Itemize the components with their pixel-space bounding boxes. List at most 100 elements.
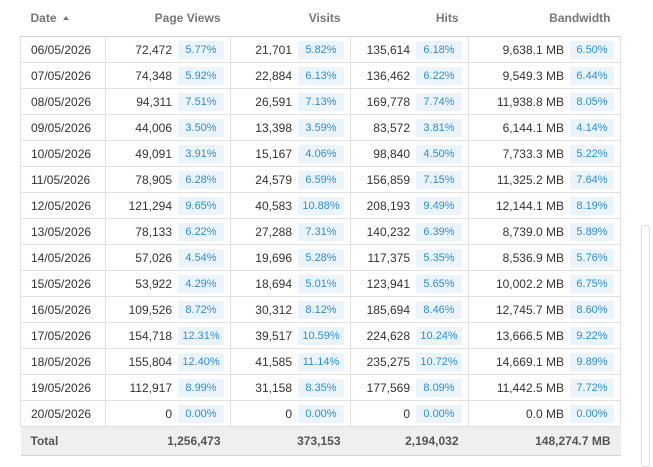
total-visits: 373,153 bbox=[230, 426, 351, 456]
bandwidth-cell: 6,144.1 MB 4.14% bbox=[468, 114, 621, 141]
page-views-value: 74,348 bbox=[135, 68, 172, 83]
column-header-visits[interactable]: Visits bbox=[230, 0, 351, 37]
visits-cell: 26,591 7.13% bbox=[230, 88, 351, 115]
hits-value: 117,375 bbox=[367, 250, 411, 265]
bandwidth-percent-badge: 6.44% bbox=[570, 66, 614, 85]
total-label: Total bbox=[20, 426, 106, 456]
visits-value: 15,167 bbox=[255, 146, 292, 161]
bandwidth-value: 6,144.1 MB bbox=[502, 120, 564, 135]
hits-cell-content: 140,232 6.39% bbox=[351, 222, 468, 241]
total-hits: 2,194,032 bbox=[350, 426, 469, 456]
bandwidth-percent-badge: 8.19% bbox=[570, 196, 614, 215]
hits-value: 235,275 bbox=[366, 354, 410, 369]
hits-cell: 135,614 6.18% bbox=[350, 36, 469, 63]
bandwidth-percent-badge: 7.72% bbox=[570, 378, 614, 397]
hits-percent-badge: 7.74% bbox=[416, 92, 462, 111]
bandwidth-cell-content: 7,733.3 MB 5.22% bbox=[469, 144, 620, 163]
page-views-value: 94,311 bbox=[136, 94, 172, 109]
bandwidth-cell-content: 11,325.2 MB 7.64% bbox=[469, 170, 620, 189]
table-row: 11/05/2026 78,905 6.28% 24,579 6.59% 156,859 7… bbox=[20, 166, 621, 193]
hits-value: 136,462 bbox=[366, 68, 410, 83]
hits-value: 140,232 bbox=[366, 224, 410, 239]
visits-cell: 39,517 10.59% bbox=[230, 322, 351, 349]
column-header-date[interactable]: Date bbox=[20, 0, 106, 37]
date-cell: 06/05/2026 bbox=[20, 36, 106, 63]
visits-cell-content: 0 0.00% bbox=[231, 404, 350, 423]
hits-cell-content: 0 0.00% bbox=[351, 404, 468, 423]
hits-percent-badge: 5.35% bbox=[416, 248, 462, 267]
bandwidth-cell-content: 11,938.8 MB 8.05% bbox=[469, 92, 620, 111]
hits-percent-badge: 9.49% bbox=[416, 196, 462, 215]
column-header-date-label: Date bbox=[30, 11, 57, 25]
bandwidth-cell: 10,002.2 MB 6.75% bbox=[468, 270, 621, 297]
bandwidth-value: 9,638.1 MB bbox=[502, 42, 564, 57]
column-header-bandwidth[interactable]: Bandwidth bbox=[468, 0, 621, 37]
hits-cell: 156,859 7.15% bbox=[350, 166, 469, 193]
bandwidth-value: 13,666.5 MB bbox=[495, 328, 564, 343]
hits-cell: 136,462 6.22% bbox=[350, 62, 469, 89]
date-cell: 12/05/2026 bbox=[20, 192, 106, 219]
visits-value: 39,517 bbox=[255, 328, 292, 343]
page-views-percent-badge: 5.77% bbox=[178, 40, 224, 59]
page-views-value: 155,804 bbox=[128, 354, 172, 369]
hits-percent-badge: 6.22% bbox=[416, 66, 462, 85]
visits-percent-badge: 10.88% bbox=[298, 196, 344, 215]
column-header-page-views[interactable]: Page Views bbox=[105, 0, 231, 37]
visits-value: 40,583 bbox=[255, 198, 292, 213]
visits-cell-content: 26,591 7.13% bbox=[231, 92, 350, 111]
hits-cell: 123,941 5.65% bbox=[350, 270, 469, 297]
page-views-value: 0 bbox=[165, 406, 172, 421]
total-page-views: 1,256,473 bbox=[105, 426, 231, 456]
visits-cell-content: 40,583 10.88% bbox=[231, 196, 350, 215]
hits-cell: 224,628 10.24% bbox=[350, 322, 469, 349]
page-views-value: 53,922 bbox=[135, 276, 172, 291]
page-views-cell-content: 109,526 8.72% bbox=[106, 300, 230, 319]
bandwidth-cell-content: 12,745.7 MB 8.60% bbox=[469, 300, 620, 319]
visits-cell: 31,158 8.35% bbox=[230, 374, 351, 401]
visits-percent-badge: 7.13% bbox=[298, 92, 344, 111]
page-views-cell-content: 53,922 4.29% bbox=[106, 274, 230, 293]
visits-cell: 40,583 10.88% bbox=[230, 192, 351, 219]
hits-cell-content: 135,614 6.18% bbox=[351, 40, 468, 59]
column-header-hits[interactable]: Hits bbox=[350, 0, 469, 37]
page-views-percent-badge: 9.65% bbox=[178, 196, 224, 215]
page-views-value: 121,294 bbox=[128, 198, 172, 213]
visits-percent-badge: 5.82% bbox=[298, 40, 344, 59]
table-row: 14/05/2026 57,026 4.54% 19,696 5.28% 117,375 5… bbox=[20, 244, 621, 271]
hits-percent-badge: 6.39% bbox=[416, 222, 462, 241]
visits-cell: 15,167 4.06% bbox=[230, 140, 351, 167]
page-views-percent-badge: 5.92% bbox=[178, 66, 224, 85]
page-views-cell: 112,917 8.99% bbox=[105, 374, 231, 401]
page-views-cell: 44,006 3.50% bbox=[105, 114, 231, 141]
bandwidth-cell: 11,325.2 MB 7.64% bbox=[468, 166, 621, 193]
page-views-cell-content: 94,311 7.51% bbox=[106, 92, 230, 111]
bandwidth-cell-content: 6,144.1 MB 4.14% bbox=[469, 118, 620, 137]
hits-percent-badge: 3.81% bbox=[416, 118, 462, 137]
vertical-scrollbar[interactable] bbox=[641, 225, 650, 467]
bandwidth-cell-content: 13,666.5 MB 9.22% bbox=[469, 326, 620, 345]
bandwidth-value: 14,669.1 MB bbox=[495, 354, 564, 369]
page-views-cell-content: 112,917 8.99% bbox=[106, 378, 230, 397]
bandwidth-percent-badge: 5.89% bbox=[570, 222, 614, 241]
hits-cell-content: 185,694 8.46% bbox=[351, 300, 468, 319]
page-views-cell: 57,026 4.54% bbox=[105, 244, 231, 271]
date-cell: 18/05/2026 bbox=[20, 348, 106, 375]
date-cell: 10/05/2026 bbox=[20, 140, 106, 167]
hits-cell-content: 235,275 10.72% bbox=[351, 352, 468, 371]
visits-percent-badge: 3.59% bbox=[298, 118, 344, 137]
visits-value: 24,579 bbox=[255, 172, 292, 187]
bandwidth-cell: 14,669.1 MB 9.89% bbox=[468, 348, 621, 375]
visits-cell-content: 22,884 6.13% bbox=[231, 66, 350, 85]
page-views-cell: 53,922 4.29% bbox=[105, 270, 231, 297]
visits-cell-content: 21,701 5.82% bbox=[231, 40, 350, 59]
hits-value: 135,614 bbox=[366, 42, 410, 57]
page-views-percent-badge: 6.28% bbox=[178, 170, 224, 189]
hits-percent-badge: 6.18% bbox=[416, 40, 462, 59]
bandwidth-cell: 0.0 MB 0.00% bbox=[468, 400, 621, 427]
visits-value: 26,591 bbox=[255, 94, 292, 109]
date-cell: 13/05/2026 bbox=[20, 218, 106, 245]
hits-cell-content: 83,572 3.81% bbox=[351, 118, 468, 137]
visits-percent-badge: 8.35% bbox=[298, 378, 344, 397]
page-views-percent-badge: 4.54% bbox=[178, 248, 224, 267]
visits-percent-badge: 8.12% bbox=[298, 300, 344, 319]
